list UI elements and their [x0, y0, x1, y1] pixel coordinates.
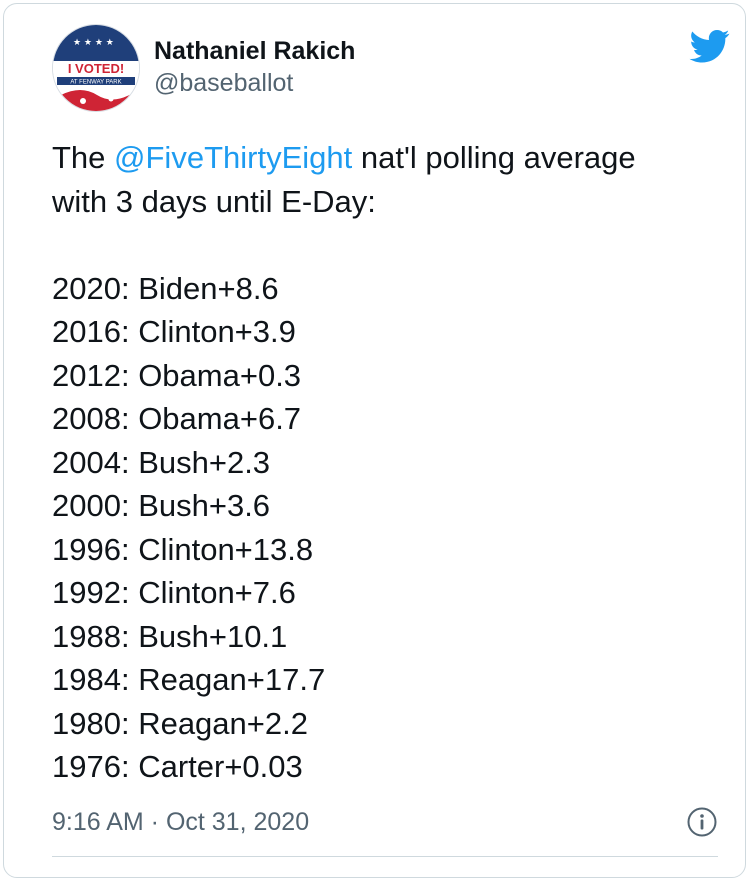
- badge-text: I VOTED!: [68, 61, 124, 76]
- mention-link[interactable]: @FiveThirtyEight: [114, 140, 353, 175]
- timestamp-link[interactable]: 9:16 AM · Oct 31, 2020: [52, 808, 310, 836]
- result-row: 2000: Bush+3.6: [52, 488, 271, 523]
- result-row: 1996: Clinton+13.8: [52, 531, 314, 567]
- tweet-footer: 9:16 AM · Oct 31, 2020: [52, 804, 718, 840]
- avatar[interactable]: ★ ★ ★ ★ I VOTED! AT FENWAY PARK: [52, 24, 140, 112]
- user-handle[interactable]: @baseballot: [154, 69, 294, 97]
- tweet-card: ★ ★ ★ ★ I VOTED! AT FENWAY PARK Nathanie…: [3, 3, 746, 878]
- result-row: 1984: Reagan+17.7: [52, 662, 326, 697]
- display-name[interactable]: Nathaniel Rakich: [154, 37, 356, 65]
- i-voted-badge-image: ★ ★ ★ ★ I VOTED! AT FENWAY PARK: [53, 25, 139, 111]
- result-row: 2004: Bush+2.3: [52, 444, 271, 480]
- intro-prefix: The: [52, 140, 115, 175]
- badge-subtext: AT FENWAY PARK: [70, 80, 121, 86]
- footer-divider: [52, 856, 718, 857]
- result-row: 1992: Clinton+7.6: [52, 575, 296, 610]
- tweet-header: ★ ★ ★ ★ I VOTED! AT FENWAY PARK Nathanie…: [52, 24, 732, 124]
- result-row: 1988: Bush+10.1: [52, 618, 288, 654]
- result-row: 1976: Carter+0.03: [52, 749, 303, 784]
- result-row: 2020: Biden+8.6: [52, 270, 279, 306]
- svg-text:★ ★ ★ ★: ★ ★ ★ ★: [73, 38, 114, 48]
- tweet-text: The @FiveThirtyEight nat'l polling avera…: [52, 136, 732, 789]
- result-row: 2012: Obama+0.3: [52, 357, 302, 393]
- result-row: 2016: Clinton+3.9: [52, 314, 296, 349]
- intro-line-2: with 3 days until E-Day:: [52, 183, 376, 219]
- intro-line-1: The @FiveThirtyEight nat'l polling avera…: [52, 136, 732, 180]
- intro-line1-suffix: nat'l polling average: [352, 140, 636, 175]
- result-row: 1980: Reagan+2.2: [52, 705, 308, 741]
- blank-line: [52, 223, 732, 267]
- user-names: Nathaniel Rakich @baseballot: [154, 36, 355, 98]
- info-icon[interactable]: [686, 806, 718, 838]
- twitter-bird-icon[interactable]: [688, 26, 732, 66]
- result-row: 2008: Obama+6.7: [52, 401, 302, 436]
- results-list: 2020: Biden+8.6 2016: Clinton+3.9 2012: …: [52, 267, 732, 789]
